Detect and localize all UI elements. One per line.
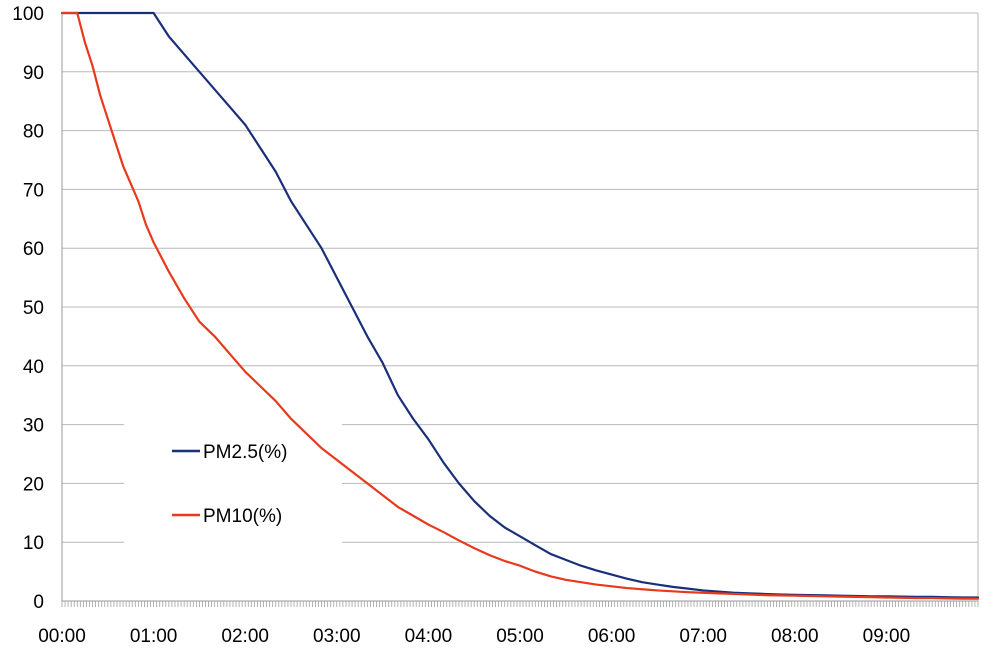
legend: PM2.5(%) PM10(%) <box>172 442 287 527</box>
y-tick-label: 0 <box>33 592 44 613</box>
y-tick-label: 10 <box>23 533 44 554</box>
y-tick-label: 90 <box>23 63 44 84</box>
x-tick-label: 06:00 <box>588 626 636 647</box>
legend-label: PM10(%) <box>203 506 282 527</box>
y-tick-label: 20 <box>23 474 44 495</box>
legend-box <box>124 414 342 556</box>
x-tick-label: 03:00 <box>313 626 361 647</box>
x-tick-label: 01:00 <box>130 626 178 647</box>
series-lines <box>60 11 980 600</box>
y-tick-label: 70 <box>23 180 44 201</box>
y-tick-label: 40 <box>23 357 44 378</box>
axes <box>61 13 979 607</box>
x-tick-label: 05:00 <box>496 626 544 647</box>
y-tick-label: 60 <box>23 239 44 260</box>
y-tick-label: 30 <box>23 416 44 437</box>
y-tick-label: 80 <box>23 122 44 143</box>
x-tick-labels: 00:00 01:00 02:00 03:00 04:00 05:00 06:00 07:00… <box>38 626 910 647</box>
x-tick-label: 07:00 <box>679 626 727 647</box>
legend-label: PM2.5(%) <box>203 442 287 463</box>
legend-background <box>124 414 342 556</box>
x-tick-label: 09:00 <box>863 626 911 647</box>
y-tick-labels: 0 10 20 30 40 50 60 70 80 90 100 <box>12 4 44 613</box>
series-line-pm10 <box>60 11 980 600</box>
x-tick-label: 04:00 <box>405 626 453 647</box>
x-tick-label: 08:00 <box>771 626 819 647</box>
x-tick-label: 02:00 <box>221 626 269 647</box>
x-tick-label: 00:00 <box>38 626 86 647</box>
y-tick-label: 100 <box>12 4 44 25</box>
y-tick-label: 50 <box>23 298 44 319</box>
